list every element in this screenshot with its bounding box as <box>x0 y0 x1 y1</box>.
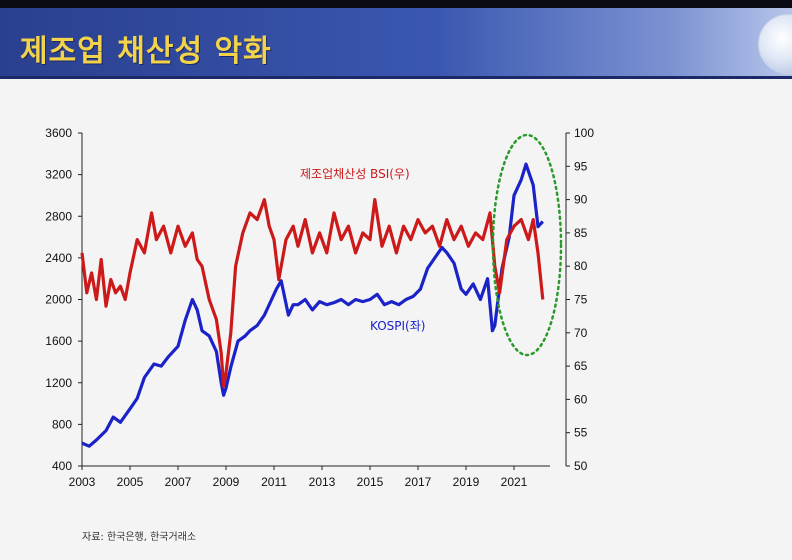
chart-axes <box>78 132 570 470</box>
left-tick-label: 2800 <box>45 209 72 223</box>
x-tick-label: 2017 <box>405 475 432 489</box>
x-tick-label: 2003 <box>69 475 96 489</box>
x-tick-label: 2011 <box>261 475 287 489</box>
x-tick-label: 2007 <box>165 475 192 489</box>
top-border <box>0 0 792 8</box>
source-note: 자료: 한국은행, 한국거래소 <box>82 532 197 543</box>
right-tick-label: 50 <box>574 459 588 473</box>
chart-lines <box>80 133 563 448</box>
x-tick-label: 2009 <box>213 475 240 489</box>
banner-underline <box>0 76 792 79</box>
right-tick-label: 75 <box>574 293 588 307</box>
x-tick-label: 2015 <box>357 475 384 489</box>
left-tick-label: 2000 <box>45 293 72 307</box>
x-tick-label: 2021 <box>501 475 528 489</box>
title-banner <box>0 8 792 78</box>
highlight-ellipse <box>491 133 563 357</box>
left-tick-label: 3200 <box>45 168 72 182</box>
right-tick-label: 60 <box>574 392 588 406</box>
left-tick-label: 1200 <box>45 376 72 390</box>
right-tick-label: 100 <box>574 126 594 140</box>
right-tick-label: 80 <box>574 259 588 273</box>
chart-labels: 400 800 1200 1600 2000 2400 2800 3200 3600 50 55 60… <box>45 126 594 489</box>
left-tick-label: 2400 <box>45 251 72 265</box>
right-tick-label: 70 <box>574 326 588 340</box>
kospi-line <box>81 162 544 448</box>
left-tick-label: 800 <box>52 417 72 431</box>
bsi-line <box>80 198 545 388</box>
left-tick-label: 400 <box>52 459 72 473</box>
left-tick-label: 3600 <box>45 126 72 140</box>
right-tick-label: 90 <box>574 193 588 207</box>
kospi-series-label: KOSPI(좌) <box>370 319 425 333</box>
x-tick-label: 2013 <box>309 475 336 489</box>
right-tick-label: 65 <box>574 359 588 373</box>
chart: 400 800 1200 1600 2000 2400 2800 3200 3600 50 55 60… <box>45 126 594 489</box>
left-tick-label: 1600 <box>45 334 72 348</box>
bsi-series-label: 제조업채산성 BSI(우) <box>300 167 410 181</box>
right-tick-label: 95 <box>574 159 588 173</box>
page-title: 제조업 채산성 악화 <box>20 34 272 69</box>
right-tick-label: 85 <box>574 226 588 240</box>
right-tick-label: 55 <box>574 426 588 440</box>
x-tick-label: 2019 <box>453 475 480 489</box>
x-tick-label: 2005 <box>117 475 144 489</box>
